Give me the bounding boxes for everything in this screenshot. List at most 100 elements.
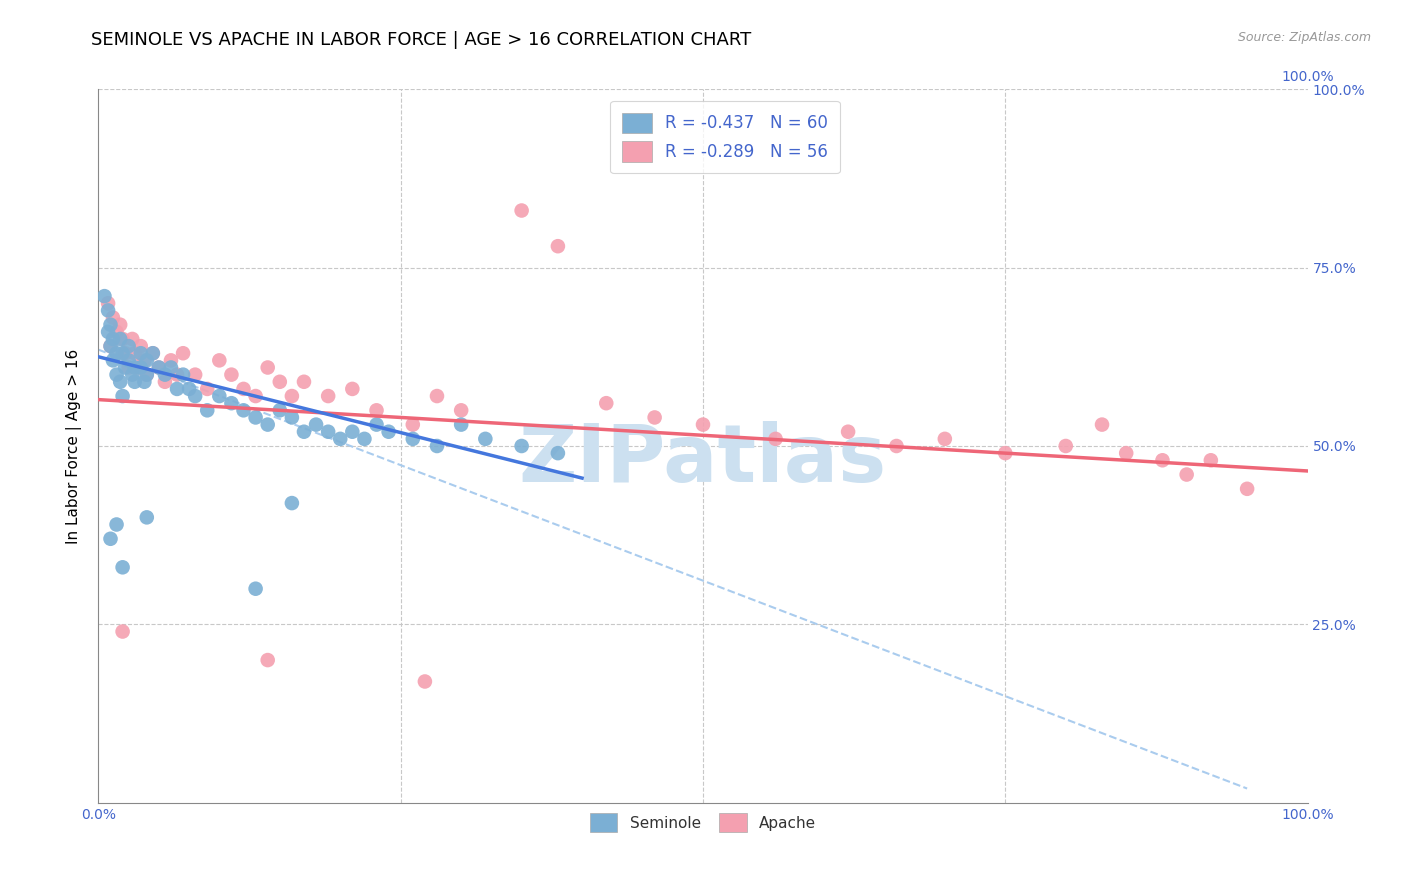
Point	[1236, 482, 1258, 496]
Point	[1199, 453, 1222, 467]
Point	[148, 360, 170, 375]
Point	[329, 432, 352, 446]
Point	[108, 332, 131, 346]
Point	[426, 389, 449, 403]
Point	[129, 360, 152, 375]
Point	[105, 517, 128, 532]
Point	[366, 417, 388, 432]
Point	[450, 417, 472, 432]
Point	[142, 346, 165, 360]
Point	[221, 396, 243, 410]
Point	[135, 353, 157, 368]
Point	[1091, 417, 1114, 432]
Point	[118, 339, 141, 353]
Point	[366, 403, 388, 417]
Point	[426, 439, 449, 453]
Point	[129, 339, 152, 353]
Point	[172, 346, 194, 360]
Point	[108, 318, 131, 332]
Point	[134, 375, 156, 389]
Point	[100, 339, 122, 353]
Point	[111, 624, 134, 639]
Point	[134, 353, 156, 368]
Point	[172, 368, 194, 382]
Point	[256, 417, 278, 432]
Point	[765, 432, 787, 446]
Point	[269, 403, 291, 417]
Point	[245, 410, 267, 425]
Point	[97, 296, 120, 310]
Point	[153, 375, 176, 389]
Point	[100, 318, 122, 332]
Point	[377, 425, 399, 439]
Point	[121, 332, 143, 346]
Point	[510, 439, 533, 453]
Point	[281, 410, 304, 425]
Point	[644, 410, 666, 425]
Point	[105, 368, 128, 382]
Point	[93, 289, 115, 303]
Point	[114, 360, 136, 375]
Point	[245, 389, 267, 403]
Point	[114, 346, 136, 360]
Point	[316, 425, 339, 439]
Point	[129, 346, 152, 360]
Text: Source: ZipAtlas.com: Source: ZipAtlas.com	[1237, 31, 1371, 45]
Point	[124, 346, 146, 360]
Point	[1175, 467, 1198, 482]
Point	[124, 375, 146, 389]
Point	[111, 346, 134, 360]
Point	[256, 653, 278, 667]
Point	[97, 325, 120, 339]
Point	[184, 368, 207, 382]
Point	[208, 353, 231, 368]
Point	[1152, 453, 1174, 467]
Point	[166, 382, 188, 396]
Point	[1054, 439, 1077, 453]
Point	[232, 403, 254, 417]
Point	[474, 432, 496, 446]
Point	[1115, 446, 1137, 460]
Point	[105, 346, 128, 360]
Point	[111, 332, 134, 346]
Point	[547, 239, 569, 253]
Point	[160, 353, 183, 368]
Point	[281, 389, 304, 403]
Point	[135, 368, 157, 382]
Point	[135, 368, 157, 382]
Point	[101, 310, 124, 325]
Point	[160, 360, 183, 375]
Point	[108, 375, 131, 389]
Point	[135, 510, 157, 524]
Point	[886, 439, 908, 453]
Point	[342, 425, 364, 439]
Point	[101, 332, 124, 346]
Point	[245, 582, 267, 596]
Text: SEMINOLE VS APACHE IN LABOR FORCE | AGE > 16 CORRELATION CHART: SEMINOLE VS APACHE IN LABOR FORCE | AGE …	[91, 31, 752, 49]
Point	[166, 368, 188, 382]
Point	[305, 417, 328, 432]
Text: ZIPatlas: ZIPatlas	[519, 421, 887, 500]
Point	[292, 425, 315, 439]
Point	[342, 382, 364, 396]
Point	[124, 360, 146, 375]
Point	[195, 403, 218, 417]
Point	[402, 417, 425, 432]
Point	[595, 396, 617, 410]
Point	[111, 560, 134, 574]
Point	[127, 360, 149, 375]
Point	[118, 353, 141, 368]
Legend: Seminole, Apache: Seminole, Apache	[583, 807, 823, 838]
Point	[153, 368, 176, 382]
Point	[232, 382, 254, 396]
Point	[547, 446, 569, 460]
Point	[450, 403, 472, 417]
Point	[148, 360, 170, 375]
Point	[292, 375, 315, 389]
Point	[179, 382, 201, 396]
Point	[221, 368, 243, 382]
Point	[934, 432, 956, 446]
Point	[121, 368, 143, 382]
Point	[316, 389, 339, 403]
Point	[692, 417, 714, 432]
